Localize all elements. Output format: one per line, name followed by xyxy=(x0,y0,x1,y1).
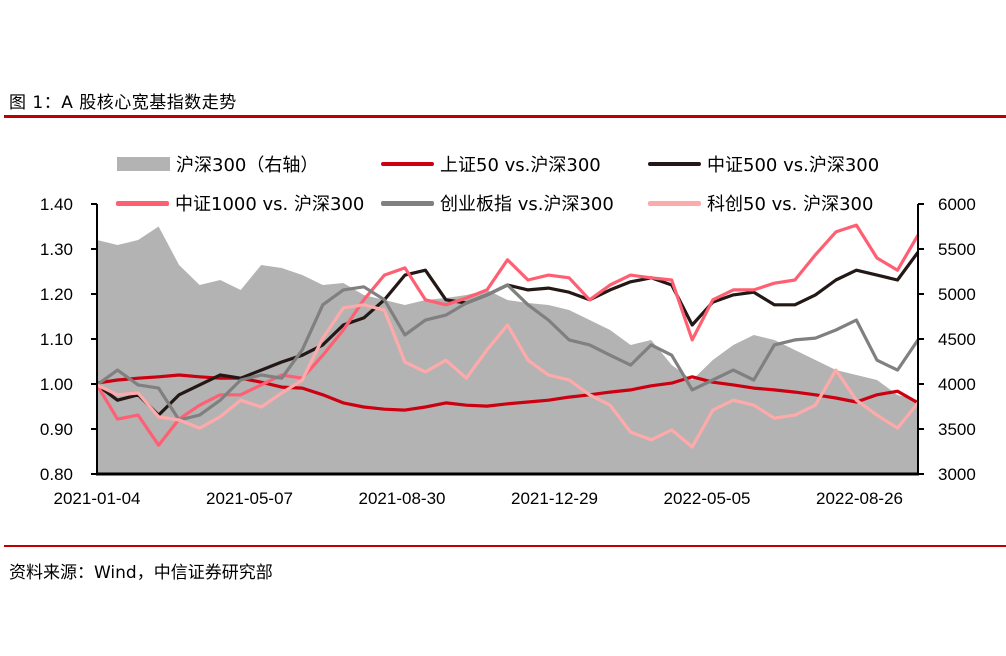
x-tick-label: 2021-12-29 xyxy=(511,489,598,508)
legend-swatch xyxy=(648,162,701,166)
x-tick-label: 2021-08-30 xyxy=(359,489,446,508)
left-tick-label: 0.90 xyxy=(40,420,73,439)
series-line-5 xyxy=(96,303,920,449)
right-tick-label: 5000 xyxy=(938,285,976,304)
legend-label: 科创50 vs. 沪深300 xyxy=(707,194,874,215)
x-tick-label: 2021-05-07 xyxy=(206,489,293,508)
title-divider xyxy=(4,115,1006,118)
legend-label: 沪深300（右轴） xyxy=(176,155,319,176)
figure-title: 图 1：A 股核心宽基指数走势 xyxy=(9,93,237,113)
x-tick-label: 2022-08-26 xyxy=(816,489,903,508)
left-tick-label: 0.80 xyxy=(40,465,73,484)
series-line-4 xyxy=(96,283,920,422)
legend-swatch xyxy=(116,200,169,206)
legend-label: 上证50 vs.沪深300 xyxy=(440,155,601,176)
left-tick-label: 1.40 xyxy=(40,195,73,214)
legend-zz1000: 中证1000 vs. 沪深300 xyxy=(116,190,364,216)
right-tick-label: 4500 xyxy=(938,330,976,349)
left-tick-label: 1.00 xyxy=(40,375,73,394)
right-tick-label: 5500 xyxy=(938,240,976,259)
right-tick-label: 6000 xyxy=(938,195,976,214)
legend-swatch xyxy=(648,200,701,206)
source-divider xyxy=(4,545,1006,547)
legend-hs300: 沪深300（右轴） xyxy=(117,151,318,177)
right-tick-label: 3500 xyxy=(938,420,976,439)
x-tick-label: 2021-01-04 xyxy=(54,489,141,508)
legend-swatch xyxy=(381,200,434,206)
legend-sz50: 上证50 vs.沪深300 xyxy=(381,151,601,177)
legend-label: 创业板指 vs.沪深300 xyxy=(440,194,614,215)
legend-label: 中证1000 vs. 沪深300 xyxy=(175,194,365,215)
legend-label: 中证500 vs.沪深300 xyxy=(707,155,880,176)
left-tick-label: 1.10 xyxy=(40,330,73,349)
legend-swatch xyxy=(381,162,434,166)
right-tick-label: 4000 xyxy=(938,375,976,394)
x-tick-label: 2022-05-05 xyxy=(664,489,751,508)
series-line-3 xyxy=(95,223,920,447)
left-tick-label: 1.30 xyxy=(40,240,73,259)
legend-zz500: 中证500 vs.沪深300 xyxy=(648,151,879,177)
legend-kc50: 科创50 vs. 沪深300 xyxy=(648,190,873,216)
chart: 0.80 0.90 1.00 1.10 1.20 1.30 1.40 3000 3500 4000… xyxy=(40,195,976,508)
source-note: 资料来源：Wind，中信证券研究部 xyxy=(9,563,273,583)
series-area-hs300 xyxy=(97,226,918,474)
legend-swatch xyxy=(117,157,170,171)
right-tick-label: 3000 xyxy=(938,465,976,484)
left-tick-label: 1.20 xyxy=(40,285,73,304)
legend-cyb: 创业板指 vs.沪深300 xyxy=(381,190,614,216)
